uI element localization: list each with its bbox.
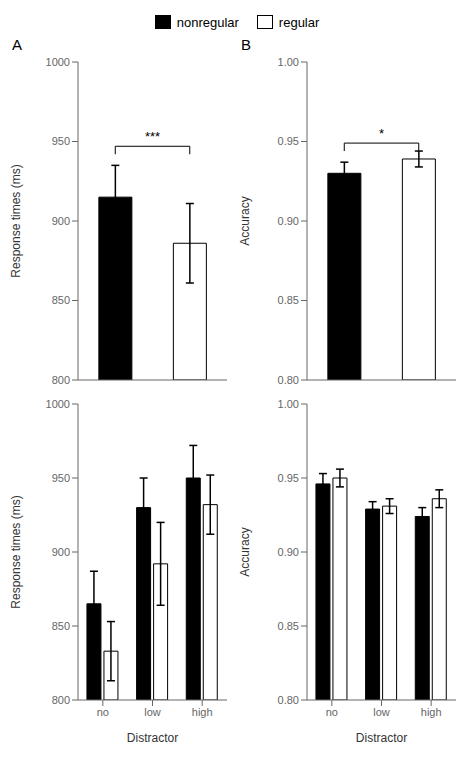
svg-text:*: *	[379, 126, 384, 141]
svg-text:low: low	[144, 706, 161, 718]
svg-text:1000: 1000	[46, 56, 70, 68]
svg-text:0.90: 0.90	[278, 215, 299, 227]
svg-text:high: high	[421, 706, 442, 718]
svg-text:Response times (ms): Response times (ms)	[9, 164, 23, 277]
svg-text:0.85: 0.85	[278, 294, 299, 306]
html-text:B: B	[241, 36, 251, 53]
svg-text:900: 900	[52, 546, 70, 558]
svg-text:0.95: 0.95	[278, 135, 299, 147]
svg-text:800: 800	[52, 694, 70, 706]
svg-text:0.85: 0.85	[278, 620, 299, 632]
html-text:regular: regular	[278, 14, 320, 30]
svg-text:no: no	[326, 706, 338, 718]
svg-text:900: 900	[52, 215, 70, 227]
svg-text:high: high	[192, 706, 213, 718]
svg-text:0.90: 0.90	[278, 546, 299, 558]
svg-text:0.95: 0.95	[278, 472, 299, 484]
svg-text:800: 800	[52, 374, 70, 386]
svg-text:0.80: 0.80	[278, 374, 299, 386]
html-text:nonregular: nonregular	[176, 14, 239, 30]
svg-text:no: no	[97, 706, 109, 718]
svg-text:1000: 1000	[46, 398, 70, 410]
svg-text:Response times (ms): Response times (ms)	[9, 495, 23, 608]
svg-text:0.80: 0.80	[278, 694, 299, 706]
svg-text:950: 950	[52, 472, 70, 484]
html-text:A: A	[12, 36, 22, 53]
svg-text:1.00: 1.00	[278, 56, 299, 68]
svg-text:Accuracy: Accuracy	[238, 527, 252, 576]
svg-text:low: low	[373, 706, 390, 718]
svg-text:950: 950	[52, 135, 70, 147]
svg-text:850: 850	[52, 294, 70, 306]
svg-text:***: ***	[145, 129, 160, 144]
svg-text:1.00: 1.00	[278, 398, 299, 410]
svg-text:Distractor: Distractor	[127, 731, 178, 745]
svg-text:850: 850	[52, 620, 70, 632]
svg-text:Distractor: Distractor	[356, 731, 407, 745]
svg-text:Accuracy: Accuracy	[238, 196, 252, 245]
